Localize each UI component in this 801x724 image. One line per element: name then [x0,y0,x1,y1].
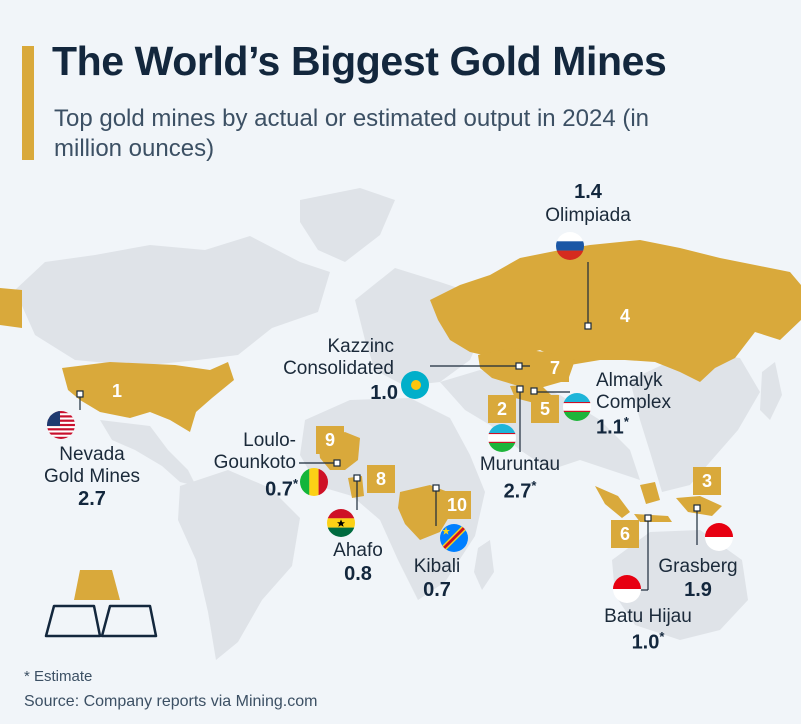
marker-almalyk [530,387,538,395]
value-label-kazzinc: 1.0 [370,382,398,404]
land-south-america [178,470,300,660]
ghana-flag-icon [327,509,355,537]
label-line: Gounkoto [213,452,296,473]
chart-title: The World’s Biggest Gold Mines [52,38,667,84]
label-line: Loulo- [243,430,296,451]
land-japan [760,362,782,420]
mine-label-batu: Batu Hijau [604,606,692,627]
rank-badge: 7 [541,354,569,382]
indonesia-flag-icon [613,575,641,603]
marker-muruntau [516,385,524,393]
mine-label-ahafo: Ahafo [333,540,383,561]
drc-flag-icon [440,524,468,552]
mine-label-loulo: Loulo- Gounkoto [196,430,296,474]
indonesia-flag-icon [705,523,733,551]
marker-batu [644,514,652,522]
land-canada [15,236,330,366]
value-label-muruntau: 2.7* [503,478,537,503]
mali-flag-icon [300,468,328,496]
rank-badge: 1 [103,377,131,405]
mine-label-almalyk: Almalyk Complex [596,370,696,414]
uzbekistan-flag-icon [488,424,516,452]
land-greenland [300,188,395,262]
rank-badge: 10 [443,491,471,519]
title-accent-bar [22,46,34,160]
footnote: * Estimate [24,668,93,685]
kazakhstan-flag-icon [401,371,429,399]
country-indonesia-2 [634,514,672,522]
marker-nevada [76,390,84,398]
marker-ahafo [353,474,361,482]
value-label-olimpiada: 1.4 [574,181,602,203]
marker-kibali [432,484,440,492]
country-usa [62,362,234,432]
rank-badge: 8 [367,465,395,493]
marker-loulo [333,459,341,467]
value-label-ahafo: 0.8 [344,563,372,585]
label-line: Consolidated [283,358,394,379]
mine-label-grasberg: Grasberg [658,556,738,577]
land-madagascar [474,540,494,590]
rank-badge: 6 [611,520,639,548]
rank-badge: 9 [316,426,344,454]
marker-grasberg [693,504,701,512]
mine-label-kibali: Kibali [413,556,461,577]
leader-lines [79,262,698,591]
marker-kazzinc [515,362,523,370]
rank-badge: 2 [488,395,516,423]
value-label-kibali: 0.7 [423,579,451,601]
mine-label-kazzinc: Kazzinc Consolidated [258,336,394,380]
uzbekistan-flag-icon [563,393,591,421]
land-australia [612,530,748,640]
russia-flag-icon [556,232,584,260]
value-label-grasberg: 1.9 [684,579,712,601]
rank-badge: 5 [531,395,559,423]
value-label-loulo: 0.7* [265,476,298,501]
rank-badge: 3 [693,467,721,495]
mine-markers [76,322,701,522]
label-line: Complex [596,392,671,413]
rank-badge: 4 [611,302,639,330]
country-indonesia-1 [595,486,630,518]
label-line: Kazzinc [327,336,394,357]
mine-label-olimpiada: Olimpiada [545,205,631,226]
label-line: Almalyk [596,370,663,391]
label-line: Nevada [59,444,125,465]
mine-label-muruntau: Muruntau [479,454,561,475]
chart-subtitle: Top gold mines by actual or estimated ou… [54,105,650,162]
usa-flag-icon [47,411,75,439]
land-central-america [100,420,196,486]
land-asia-east [630,352,760,492]
value-label-nevada: 2.7 [78,488,106,510]
country-drc [398,485,452,540]
land-alaska-highlight [0,288,22,328]
value-label-batu: 1.0* [631,629,665,654]
marker-olimpiada [584,322,592,330]
label-line: Gold Mines [43,466,141,487]
value-label-almalyk: 1.1* [596,414,629,439]
source-note: Source: Company reports via Mining.com [24,693,318,710]
mine-label-nevada: Nevada Gold Mines [37,444,147,488]
country-indonesia-3 [640,482,660,504]
gold-bars-icon [44,570,158,638]
